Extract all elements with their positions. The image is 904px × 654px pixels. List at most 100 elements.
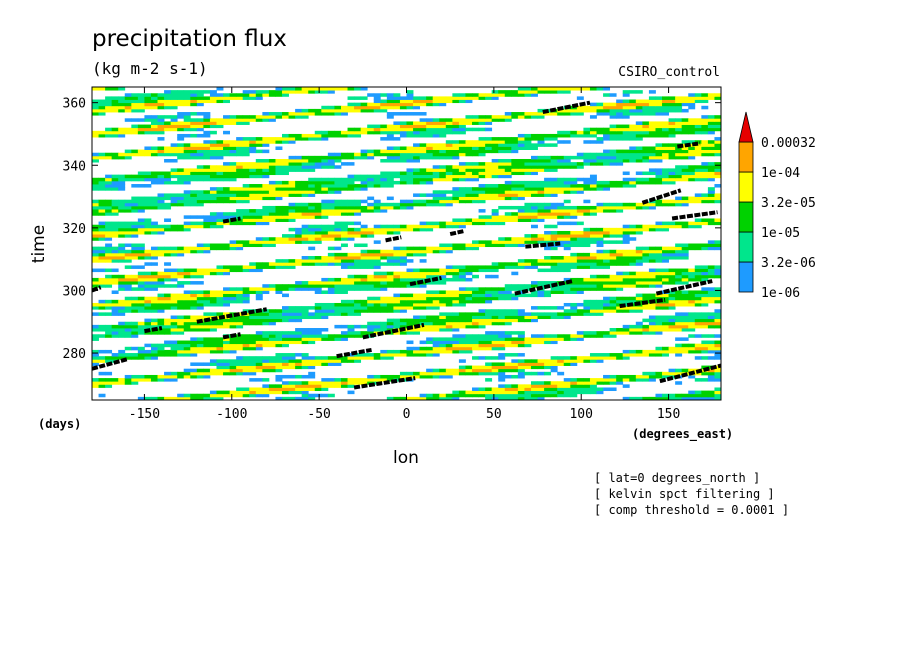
field-cell bbox=[517, 237, 525, 241]
field-cell bbox=[629, 224, 637, 229]
field-cell bbox=[550, 306, 558, 310]
field-cell bbox=[223, 390, 230, 395]
field-cell bbox=[255, 190, 263, 194]
field-cell bbox=[105, 259, 113, 263]
field-cell bbox=[583, 187, 591, 191]
field-cell bbox=[373, 262, 381, 266]
field-cell bbox=[439, 152, 447, 157]
field-cell bbox=[485, 184, 493, 188]
field-cell bbox=[399, 281, 407, 285]
field-cell bbox=[439, 143, 447, 147]
field-cell bbox=[131, 196, 139, 201]
field-cell bbox=[406, 349, 414, 354]
field-cell bbox=[452, 187, 460, 191]
field-cell bbox=[616, 124, 624, 129]
field-cell bbox=[255, 243, 263, 248]
field-cell bbox=[393, 152, 401, 157]
field-cell bbox=[616, 230, 624, 235]
field-cell bbox=[282, 365, 289, 370]
field-cell bbox=[458, 368, 466, 373]
field-cell bbox=[373, 302, 381, 307]
field-cell bbox=[373, 328, 381, 332]
field-cell bbox=[714, 390, 721, 395]
field-cell bbox=[596, 309, 604, 313]
field-cell bbox=[275, 387, 283, 392]
field-cell bbox=[498, 115, 506, 119]
field-cell bbox=[439, 302, 447, 307]
field-cell bbox=[275, 312, 283, 316]
field-cell bbox=[216, 349, 224, 354]
field-cell bbox=[209, 143, 217, 147]
field-cell bbox=[209, 293, 217, 298]
field-cell bbox=[616, 115, 624, 119]
field-cell bbox=[478, 318, 486, 323]
field-cell bbox=[583, 240, 591, 244]
field-cell bbox=[170, 324, 178, 329]
field-cell bbox=[249, 362, 257, 366]
field-cell bbox=[530, 168, 538, 172]
field-cell bbox=[98, 152, 106, 157]
field-cell bbox=[662, 252, 669, 257]
field-cell bbox=[229, 199, 237, 204]
field-cell bbox=[229, 290, 237, 294]
field-cell bbox=[688, 293, 696, 298]
field-cell bbox=[478, 268, 486, 273]
field-cell bbox=[544, 306, 552, 310]
field-cell bbox=[367, 277, 375, 282]
field-cell bbox=[701, 302, 709, 307]
field-cell bbox=[223, 140, 230, 144]
field-cell bbox=[406, 396, 414, 400]
field-cell bbox=[190, 199, 198, 204]
field-cell bbox=[242, 299, 250, 304]
field-cell bbox=[229, 187, 237, 191]
field-cell bbox=[537, 306, 545, 310]
field-cell bbox=[354, 174, 362, 179]
field-cell bbox=[393, 96, 401, 100]
field-cell bbox=[688, 127, 696, 132]
field-cell bbox=[714, 240, 721, 244]
field-cell bbox=[223, 168, 230, 172]
field-cell bbox=[413, 284, 421, 288]
field-cell bbox=[609, 262, 617, 266]
field-cell bbox=[589, 115, 597, 119]
field-cell bbox=[321, 230, 329, 235]
field-cell bbox=[622, 112, 630, 116]
field-cell bbox=[170, 321, 178, 326]
field-cell bbox=[668, 246, 676, 251]
field-cell bbox=[439, 155, 447, 160]
field-cell bbox=[675, 171, 683, 176]
field-cell bbox=[190, 337, 198, 341]
field-cell bbox=[517, 387, 525, 392]
field-cell bbox=[701, 393, 709, 398]
field-cell bbox=[347, 102, 355, 107]
field-cell bbox=[485, 290, 493, 294]
field-cell bbox=[596, 299, 604, 304]
field-cell bbox=[655, 149, 663, 154]
field-cell bbox=[603, 162, 611, 166]
field-cell bbox=[209, 190, 217, 194]
field-cell bbox=[203, 215, 211, 219]
field-cell bbox=[105, 221, 113, 226]
field-cell bbox=[223, 99, 230, 104]
field-cell bbox=[524, 137, 532, 141]
field-cell bbox=[688, 349, 696, 354]
field-cell bbox=[635, 108, 643, 113]
field-cell bbox=[701, 315, 709, 320]
field-cell bbox=[662, 227, 669, 232]
field-cell bbox=[249, 174, 257, 179]
field-cell bbox=[255, 158, 263, 163]
field-cell bbox=[177, 296, 185, 301]
field-cell bbox=[524, 287, 532, 291]
field-cell bbox=[314, 112, 322, 116]
field-cell bbox=[367, 152, 375, 157]
field-cell bbox=[458, 221, 466, 226]
field-cell bbox=[589, 356, 597, 360]
field-cell bbox=[124, 296, 132, 301]
field-cell bbox=[413, 112, 421, 116]
field-cell bbox=[603, 184, 611, 188]
field-cell bbox=[399, 284, 407, 288]
field-cell bbox=[530, 362, 538, 366]
field-cell bbox=[157, 177, 165, 182]
field-cell bbox=[452, 143, 460, 147]
